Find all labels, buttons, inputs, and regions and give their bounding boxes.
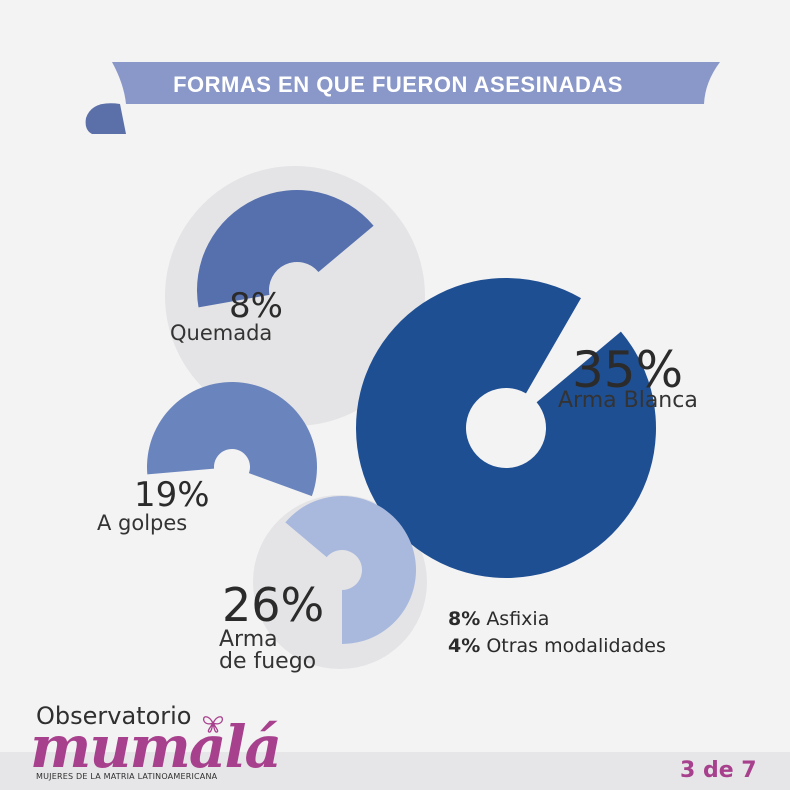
chart-slices	[147, 190, 657, 644]
pct-label-quemada: 8%	[229, 286, 283, 326]
other-pct-otras: 4%	[448, 635, 481, 657]
pagination-indicator: 3 de 7	[680, 758, 757, 783]
pct-label-arma-blanca: 35%	[572, 341, 684, 399]
other-item-asfixia: 8% Asfixia	[448, 608, 549, 630]
slice-arma-de-fuego	[285, 496, 417, 644]
banner-fold	[85, 103, 126, 134]
butterfly-icon	[202, 716, 224, 733]
other-label-otras: Otras modalidades	[486, 635, 666, 657]
title-banner	[85, 62, 720, 134]
label-quemada: Quemada	[170, 321, 273, 345]
pct-label-arma-fuego: 26%	[222, 578, 325, 632]
other-item-otras: 4% Otras modalidades	[448, 635, 666, 657]
slice-a-golpes	[147, 382, 317, 497]
chart-title: FORMAS EN QUE FUERON ASESINADAS	[173, 72, 623, 97]
pct-label-a-golpes: 19%	[134, 475, 210, 515]
label-arma-blanca: Arma Blanca	[558, 388, 698, 413]
other-label-asfixia: Asfixia	[486, 608, 550, 630]
label-arma-fuego-line1: Arma	[219, 627, 278, 652]
slice-quemada	[197, 190, 374, 308]
label-a-golpes: A golpes	[97, 511, 188, 535]
banner-ribbon	[112, 62, 720, 104]
logo-mumala: mumalá	[30, 713, 282, 781]
label-arma-fuego-line2: de fuego	[219, 649, 317, 674]
footer-bar	[0, 752, 790, 790]
logo-observatorio: Observatorio	[36, 702, 192, 730]
slice-arma-blanca	[356, 278, 657, 579]
other-pct-asfixia: 8%	[448, 608, 481, 630]
logo-tagline: MUJERES DE LA MATRIA LATINOAMERICANA	[36, 772, 218, 781]
